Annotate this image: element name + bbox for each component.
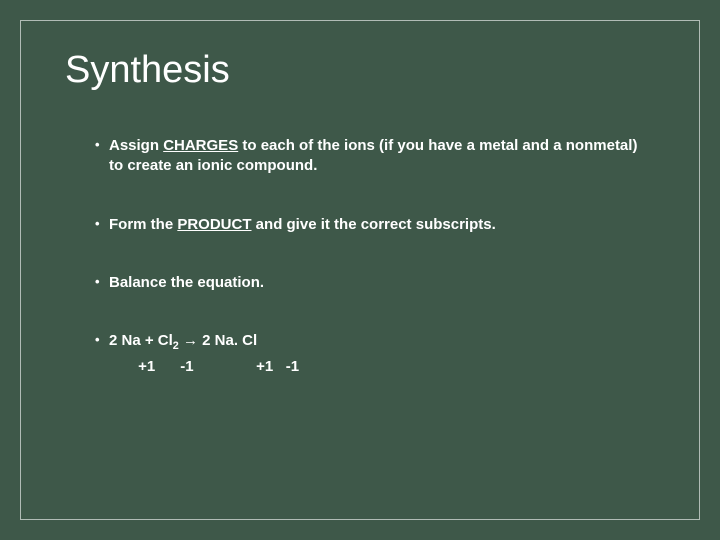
equation-line: 2 Na + Cl2 → 2 Na. Cl <box>109 332 257 349</box>
bullet-4: 2 Na + Cl2 → 2 Na. Cl +1 -1 +1 -1 <box>95 331 651 378</box>
charges-row: +1 -1 +1 -1 <box>109 357 651 377</box>
bullet-2-post: and give it the correct subscripts. <box>252 216 496 233</box>
eq-part-1: 2 Na + Cl <box>109 332 173 349</box>
bullet-2-strong: PRODUCT <box>177 216 251 233</box>
eq-arrow: → <box>179 332 202 349</box>
bullet-list: Assign CHARGES to each of the ions (if y… <box>69 136 651 378</box>
bullet-3-text: Balance the equation. <box>109 274 264 291</box>
eq-part-2: 2 Na. Cl <box>202 332 257 349</box>
slide-title: Synthesis <box>65 49 651 92</box>
slide-frame: Synthesis Assign CHARGES to each of the … <box>20 20 700 520</box>
bullet-3: Balance the equation. <box>95 273 651 293</box>
bullet-1-pre: Assign <box>109 137 163 154</box>
bullet-1: Assign CHARGES to each of the ions (if y… <box>95 136 651 177</box>
bullet-2: Form the PRODUCT and give it the correct… <box>95 215 651 235</box>
bullet-2-pre: Form the <box>109 216 177 233</box>
bullet-1-strong: CHARGES <box>163 137 238 154</box>
